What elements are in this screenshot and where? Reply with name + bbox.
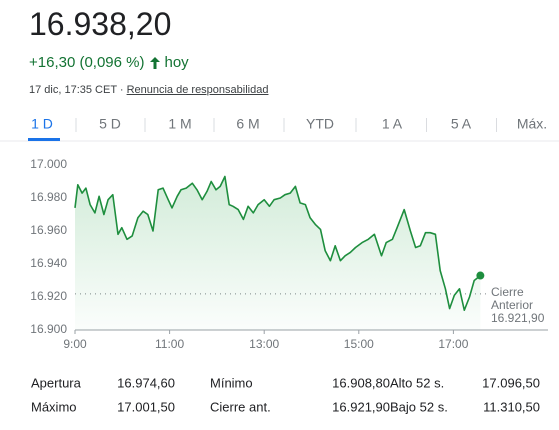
tab[interactable]: 1 A [382, 116, 403, 132]
stat-label: Bajo 52 s. [390, 399, 448, 414]
y-tick-label: 16.940 [30, 256, 67, 270]
disclaimer-link[interactable]: Renuncia de responsabilidad [126, 84, 269, 96]
price-line [74, 175, 481, 311]
timestamp: 17 dic, 17:35 CET · [29, 84, 124, 96]
stat-value: 16.974,60 [117, 375, 175, 390]
change: +16,30 (0,096 %) [29, 54, 145, 71]
tab[interactable]: 1 D [31, 116, 53, 132]
stat-value: 16.921,90 [332, 399, 390, 414]
price: 16.938,20 [29, 6, 172, 42]
x-tick-label: 9:00 [63, 337, 87, 351]
x-tick-label: 17:00 [438, 337, 468, 351]
stat-label: Máximo [31, 399, 77, 414]
x-tick-label: 15:00 [344, 337, 374, 351]
tab[interactable]: 6 M [236, 116, 259, 132]
stat-label: Apertura [31, 375, 82, 390]
stat-label: Alto 52 s. [390, 375, 444, 390]
area [75, 176, 481, 330]
current-point [476, 271, 485, 280]
y-tick-label: 16.980 [30, 190, 67, 204]
y-tick-label: 16.960 [30, 223, 67, 237]
previous-close-value: 16.921,90 [491, 311, 545, 325]
up-arrow [149, 56, 160, 69]
stat-value: 17.001,50 [117, 399, 175, 414]
tab[interactable]: 5 A [451, 116, 472, 132]
y-tick-label: 16.920 [30, 289, 67, 303]
stat-value: 11.310,50 [483, 399, 540, 414]
tab-indicator [28, 138, 60, 141]
previous-close-text: Cierre Anterior [491, 285, 534, 312]
y-tick-label: 16.900 [30, 322, 67, 336]
stat-label: Mínimo [210, 375, 253, 390]
tab[interactable]: 5 D [99, 116, 121, 132]
period: hoy [164, 54, 189, 71]
tab[interactable]: Máx. [517, 116, 547, 132]
tab[interactable]: 1 M [168, 116, 191, 132]
change-row: +16,30 (0,096 %) hoy [29, 54, 189, 71]
y-tick-label: 17.000 [30, 157, 67, 171]
x-tick-label: 11:00 [155, 337, 184, 351]
timestamp-row: 17 dic, 17:35 CET · Renuncia de responsab… [29, 84, 268, 96]
stat-label: Cierre ant. [210, 399, 271, 414]
x-tick-label: 13:00 [249, 337, 279, 351]
stat-value: 17.096,50 [482, 375, 540, 390]
tab[interactable]: YTD [306, 116, 334, 132]
previous-close-label: Cierre Anterior 16.921,90 [491, 286, 553, 325]
stat-value: 16.908,80 [332, 375, 390, 390]
